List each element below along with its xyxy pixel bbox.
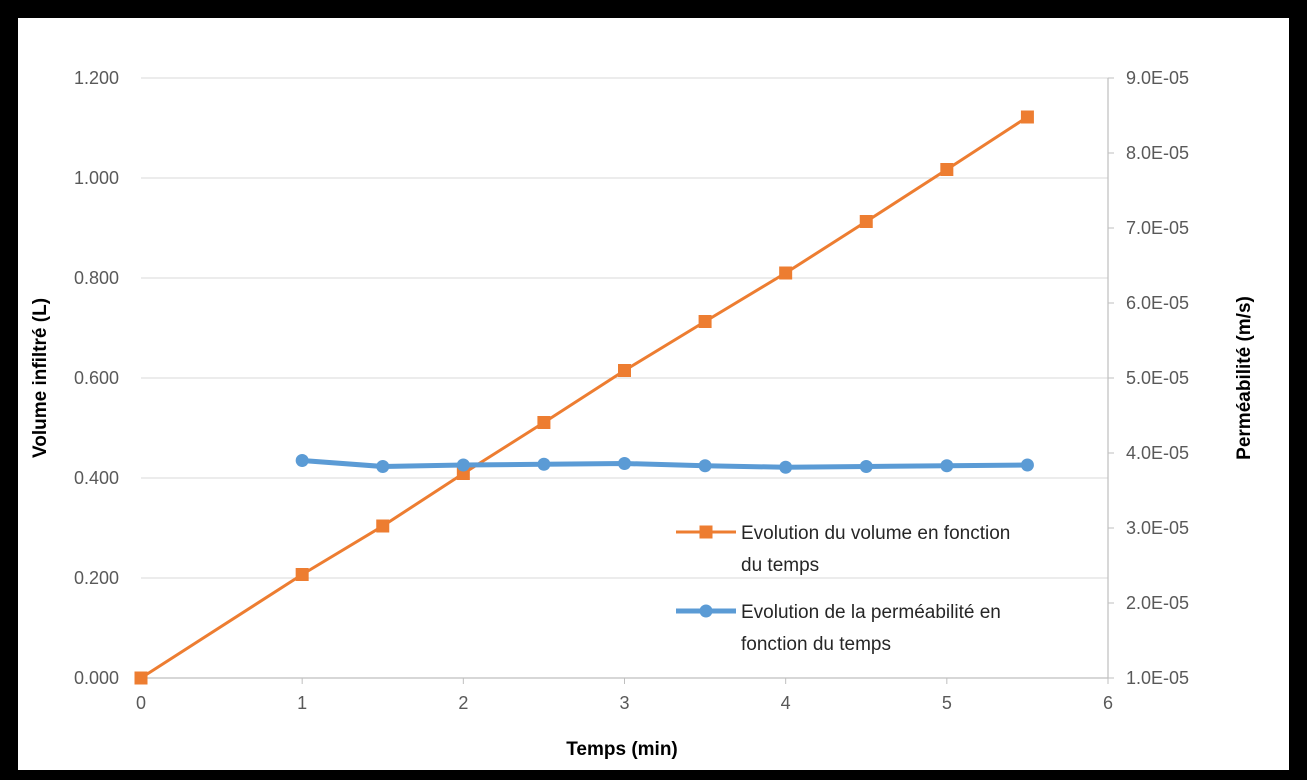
axes: [140, 77, 1114, 684]
legend-label: fonction du temps: [741, 634, 891, 655]
chart-frame: 0.000 0.200 0.400 0.600 0.800 1.000 1.200 1.0E-…: [18, 18, 1289, 770]
series-2: [295, 454, 1034, 474]
data-point: [295, 454, 309, 467]
data-point: [456, 458, 470, 472]
legend-label: Evolution du volume en fonction: [741, 523, 1010, 544]
series-1: [134, 110, 1034, 685]
data-point: [376, 460, 390, 473]
y-right-tick-label: 2.0E-05: [1126, 593, 1189, 613]
y-left-tick-label: 0.200: [74, 568, 119, 588]
legend-marker: [699, 604, 713, 618]
y-right-tick-label: 6.0E-05: [1126, 293, 1189, 313]
data-point: [698, 459, 712, 473]
y-right-tick-label: 8.0E-05: [1126, 143, 1189, 163]
y-left-tick-label: 0.400: [74, 468, 119, 488]
x-tick-label: 5: [942, 693, 952, 713]
legend-label: Evolution de la perméabilité en: [741, 602, 1001, 623]
data-point: [537, 457, 551, 471]
x-tick-label: 2: [458, 693, 468, 713]
series-line: [140, 115, 1029, 680]
data-point: [376, 519, 390, 533]
y-right-tick-label: 1.0E-05: [1126, 668, 1189, 688]
x-axis-title: Temps (min): [566, 739, 678, 760]
data-point: [295, 568, 309, 581]
chart-svg: 0.000 0.200 0.400 0.600 0.800 1.000 1.200 1.0E-…: [30, 68, 1255, 760]
data-point: [618, 364, 631, 377]
data-point: [940, 163, 954, 176]
data-point: [859, 460, 873, 473]
y-left-tick-label: 0.800: [74, 268, 119, 288]
legend-label: du temps: [741, 555, 819, 576]
x-tick-label: 4: [781, 693, 791, 713]
data-point: [940, 459, 954, 473]
data-point: [134, 671, 148, 685]
legend: Evolution du volume en fonction du temps E…: [676, 523, 1010, 655]
y-left-tick-label: 1.000: [74, 168, 119, 188]
y-right-tick-label: 7.0E-05: [1126, 218, 1189, 238]
x-tick-label: 1: [297, 693, 307, 713]
grid-lines: [141, 77, 1108, 579]
data-point: [1020, 110, 1034, 124]
series-layer: [134, 110, 1034, 685]
y-left-tick-label: 0.600: [74, 368, 119, 388]
y-right-tick-label: 3.0E-05: [1126, 518, 1189, 538]
y-axis-right-title: Perméabilité (m/s): [1234, 296, 1255, 460]
data-point: [618, 457, 631, 470]
tick-labels: 0.000 0.200 0.400 0.600 0.800 1.000 1.200 1.0E-…: [74, 68, 1189, 713]
y-right-tick-label: 5.0E-05: [1126, 368, 1189, 388]
data-point: [779, 460, 793, 474]
data-point: [779, 266, 793, 280]
y-axis-left-title: Volume infiltré (L): [30, 298, 51, 458]
y-right-tick-label: 4.0E-05: [1126, 443, 1189, 463]
x-tick-label: 3: [619, 693, 629, 713]
x-tick-label: 6: [1103, 693, 1113, 713]
data-point: [537, 416, 551, 429]
data-point: [1020, 458, 1034, 472]
y-right-tick-label: 9.0E-05: [1126, 68, 1189, 88]
legend-marker: [699, 525, 713, 539]
x-tick-label: 0: [136, 693, 146, 713]
y-left-tick-label: 0.000: [74, 668, 119, 688]
y-left-tick-label: 1.200: [74, 68, 119, 88]
data-point: [698, 315, 712, 328]
data-point: [859, 215, 873, 228]
series-line: [301, 458, 1028, 470]
